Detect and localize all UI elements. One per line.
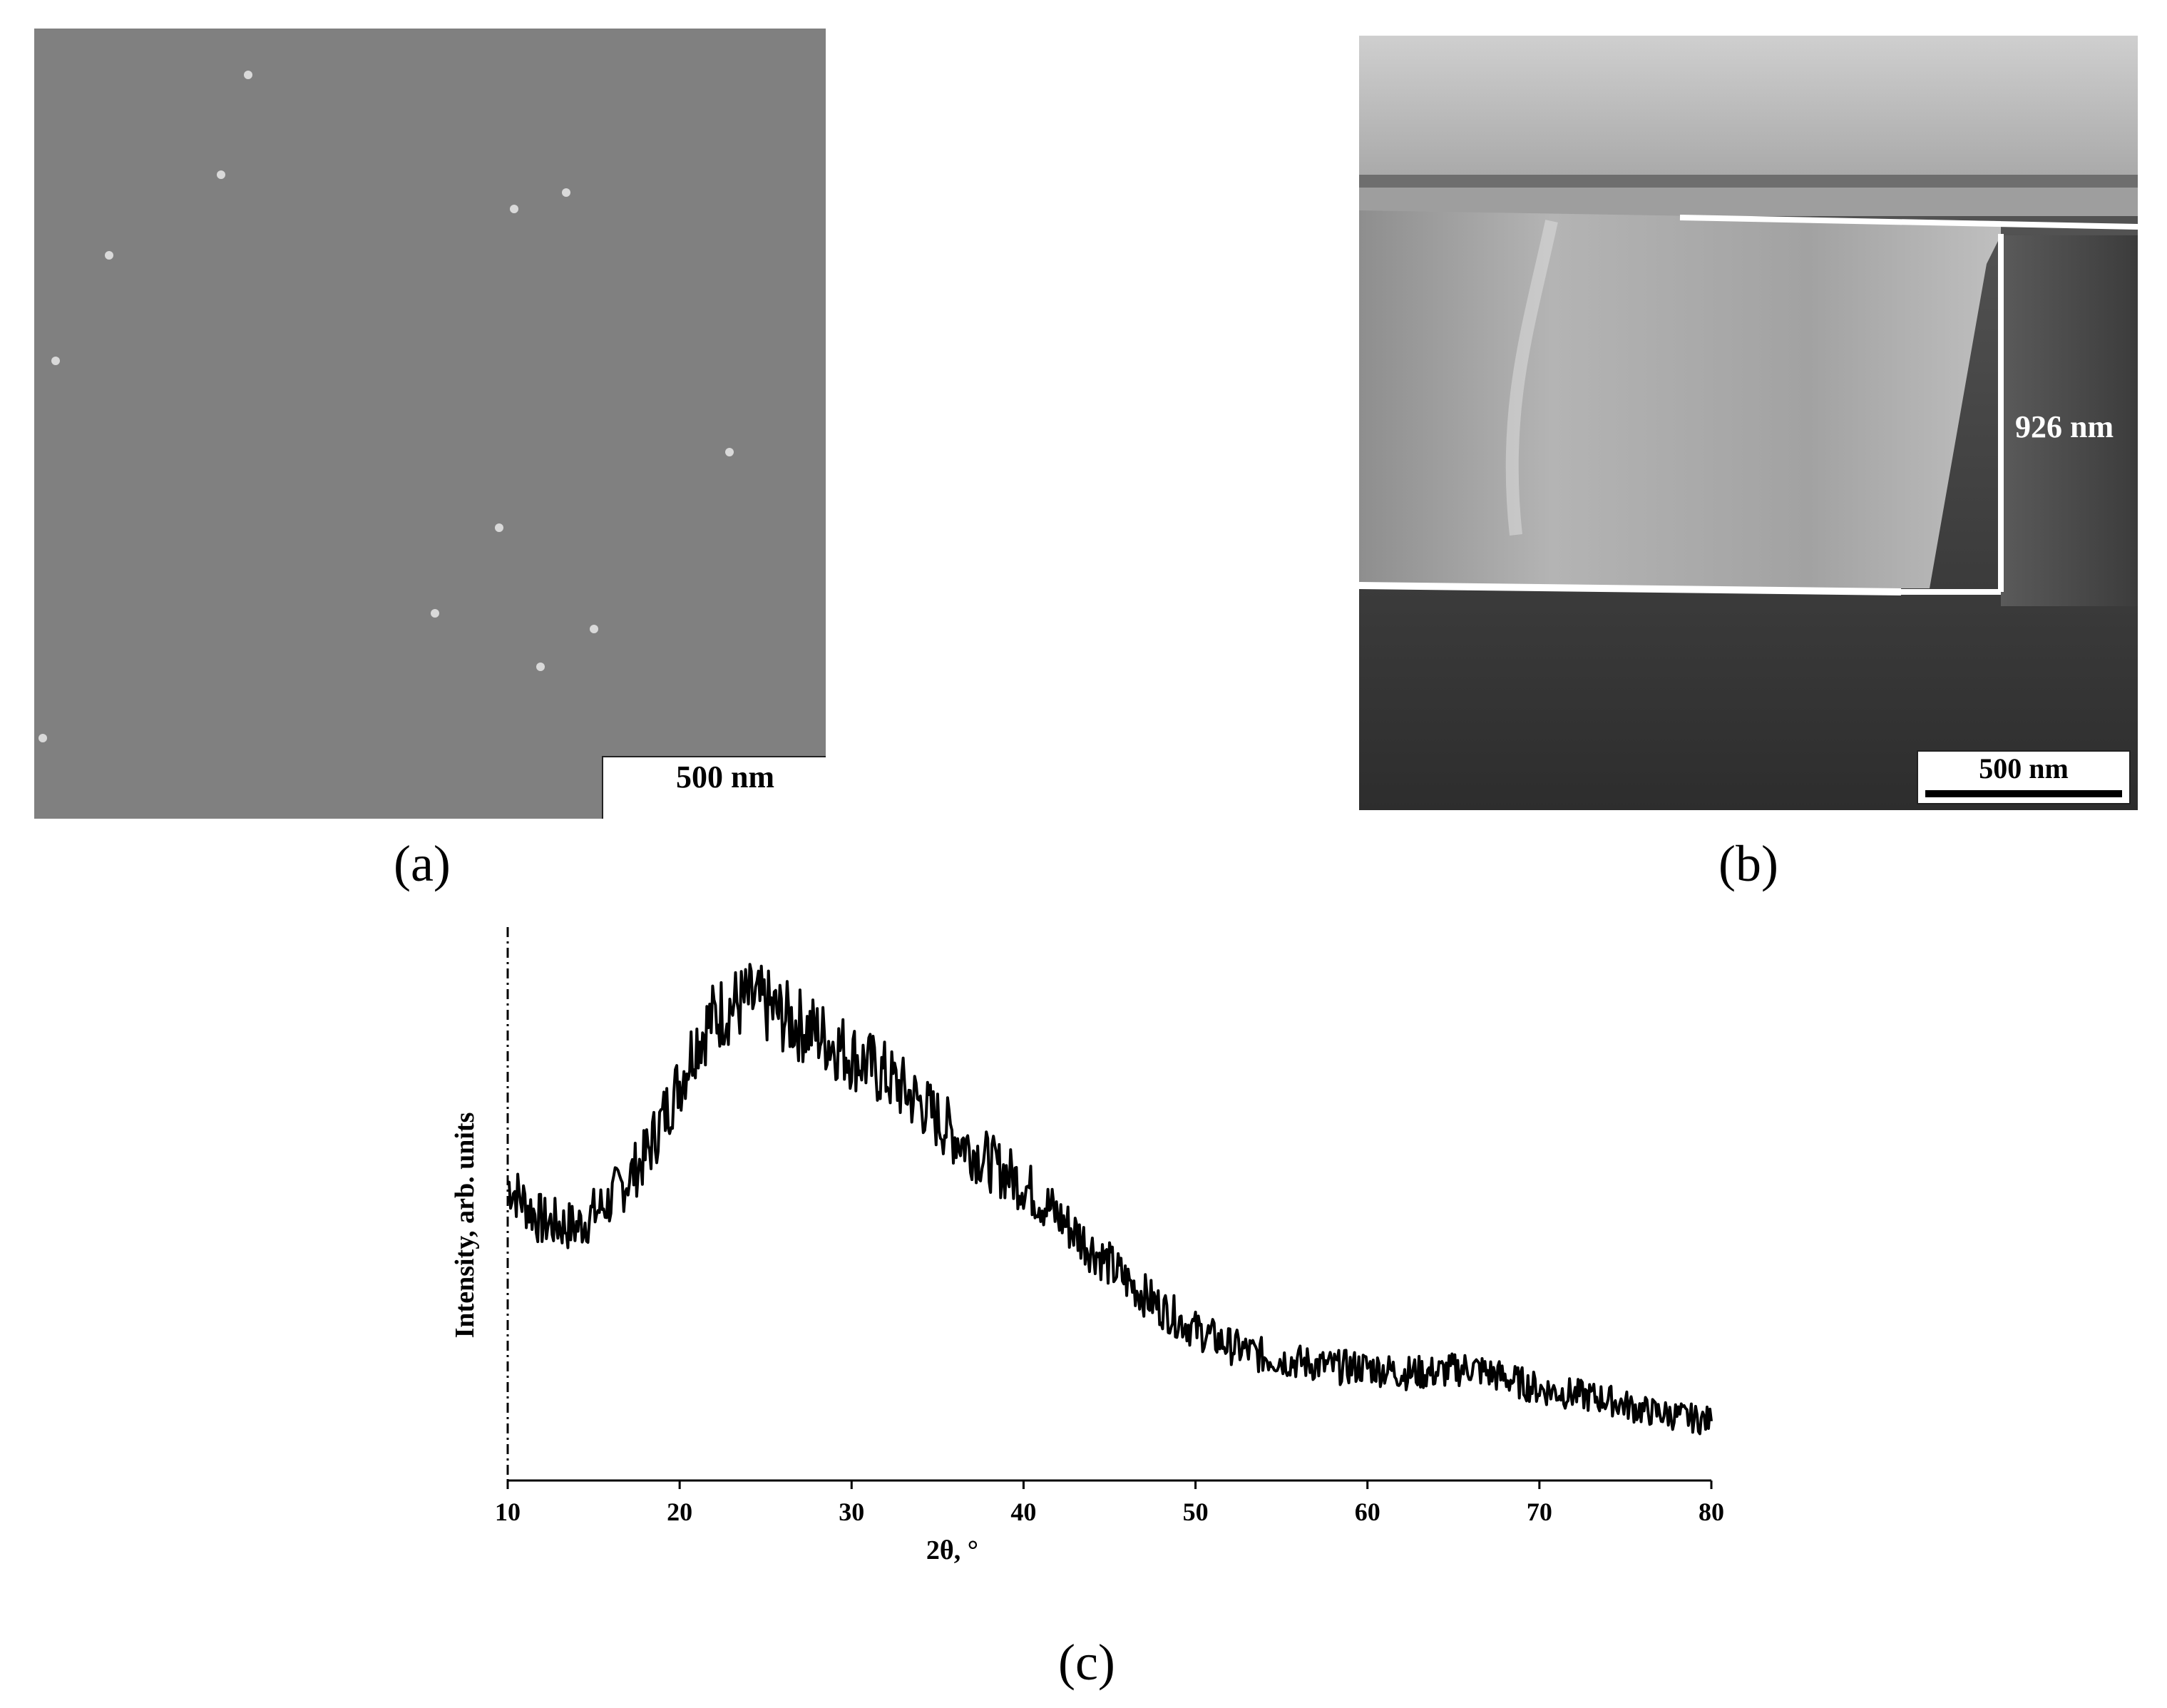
y-axis-label: Intensity, arb. units	[450, 1113, 480, 1339]
film-thickness-label: 926 nm	[2015, 409, 2114, 444]
xrd-chart-svg: 10 20 30 40 50 60 70 80 Intensity, arb. units 2…	[450, 927, 1724, 1565]
xrd-chart: 10 20 30 40 50 60 70 80 Intensity, arb. units 2…	[428, 920, 1783, 1605]
scale-bar-label-b: 500 nm	[1979, 752, 2069, 784]
panel-label-c: (c)	[1058, 1634, 1115, 1691]
scale-bar-label-a: 500 nm	[675, 760, 775, 794]
x-tick-label: 10	[495, 1498, 521, 1526]
x-tick-label: 30	[839, 1498, 864, 1526]
x-tick-label: 50	[1183, 1498, 1209, 1526]
x-axis-ticks: 10 20 30 40 50 60 70 80	[495, 1481, 1724, 1526]
x-tick-label: 40	[1010, 1498, 1036, 1526]
xrd-series-line	[506, 963, 1713, 1436]
x-tick-label: 20	[667, 1498, 692, 1526]
surface-particles	[39, 71, 734, 742]
scale-bar-box-b: 500 nm	[1917, 750, 2131, 804]
x-tick-label: 70	[1527, 1498, 1552, 1526]
x-tick-label: 60	[1355, 1498, 1380, 1526]
sem-surface-texture	[34, 29, 826, 819]
scale-bar-b	[1925, 790, 2122, 797]
x-tick-label: 80	[1699, 1498, 1724, 1526]
sem-image-cross-section: 926 nm 500 nm	[1359, 36, 2138, 810]
panel-label-a: (a)	[394, 835, 451, 892]
panel-label-b: (b)	[1718, 835, 1778, 892]
scale-bar-box-a: 500 nm	[602, 756, 826, 819]
sem-image-surface: 500 nm	[34, 29, 826, 819]
x-axis-label: 2θ, °	[926, 1535, 978, 1565]
sem-cross-section-texture	[1359, 36, 2138, 810]
